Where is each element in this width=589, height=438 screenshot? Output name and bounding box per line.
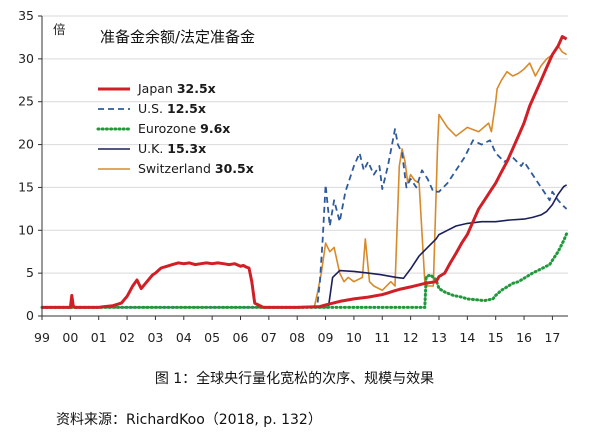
legend-series-value: 9.6x: [200, 121, 230, 136]
x-tick-label: 00: [62, 330, 78, 345]
y-axis-unit: 倍: [53, 22, 66, 37]
series-line-uk: [42, 184, 568, 309]
legend-series-name: U.S.: [138, 101, 167, 116]
x-tick-label: 02: [119, 330, 135, 345]
axes: [41, 16, 568, 317]
x-tick-label: 04: [176, 330, 192, 345]
x-tick-label: 17: [544, 330, 560, 345]
figure-caption: 图 1：全球央行量化宽松的次序、规模与效果: [154, 371, 435, 387]
x-tick-label: 12: [403, 330, 419, 345]
legend-label: U.K. 15.3x: [138, 141, 206, 156]
source-note: 资料来源：RichardKoo（2018, p. 132）: [56, 412, 322, 428]
x-tick-label: 06: [233, 330, 249, 345]
legend-item-uk: U.K. 15.3x: [98, 141, 206, 156]
x-tick-label: 11: [374, 330, 390, 345]
plot-series: [40, 35, 569, 309]
y-tick-label: 0: [26, 308, 34, 323]
chart-title: 准备金余额/法定准备金: [100, 28, 255, 46]
legend-series-value: 15.3x: [167, 141, 206, 156]
legend-label: U.S. 12.5x: [138, 101, 206, 116]
x-tick-label: 13: [431, 330, 447, 345]
legend-item-us: U.S. 12.5x: [98, 101, 206, 116]
x-axis-ticks: 99 00 01 02 03 04 05 06 07 08 09 10 11 12 13 14 15 16 17: [34, 316, 560, 345]
y-tick-label: 30: [18, 51, 34, 66]
series-line-japan: [42, 35, 568, 309]
legend-series-name: Japan: [137, 81, 177, 96]
x-tick-label: 10: [346, 330, 362, 345]
x-tick-label: 05: [204, 330, 220, 345]
legend-series-name: Switzerland: [138, 161, 215, 176]
legend-label: Eurozone 9.6x: [138, 121, 230, 136]
y-tick-label: 15: [18, 179, 34, 194]
y-tick-label: 10: [18, 222, 34, 237]
legend-series-value: 30.5x: [215, 161, 254, 176]
y-tick-label: 5: [26, 265, 34, 280]
legend-series-value: 12.5x: [167, 101, 206, 116]
x-tick-label: 15: [488, 330, 504, 345]
x-tick-label: 14: [459, 330, 475, 345]
legend-item-eurozone: Eurozone 9.6x: [96, 121, 230, 136]
x-tick-label: 07: [261, 330, 277, 345]
y-tick-label: 25: [18, 94, 34, 109]
y-tick-label: 20: [18, 137, 34, 152]
legend-label: Japan 32.5x: [137, 81, 216, 96]
legend-label: Switzerland 30.5x: [138, 161, 254, 176]
x-tick-label: 01: [91, 330, 107, 345]
grid-lines: [42, 15, 568, 274]
legend-item-japan: Japan 32.5x: [98, 81, 216, 96]
legend-series-value: 32.5x: [177, 81, 216, 96]
legend-series-name: U.K.: [138, 141, 167, 156]
series-line-us: [42, 128, 568, 309]
x-tick-label: 16: [516, 330, 532, 345]
x-tick-label: 09: [318, 330, 334, 345]
x-tick-label: 08: [289, 330, 305, 345]
x-tick-label: 99: [34, 330, 50, 345]
series-line-switzerland: [212, 45, 568, 309]
y-tick-label: 35: [18, 8, 34, 23]
legend-item-switzerland: Switzerland 30.5x: [98, 161, 254, 176]
series-line-eurozone: [40, 232, 569, 309]
legend-series-name: Eurozone: [138, 121, 200, 136]
x-tick-label: 03: [147, 330, 163, 345]
y-axis-ticks: 0 5 10 15 20 25 30 35: [18, 8, 42, 323]
legend: Japan 32.5x U.S. 12.5x Eurozone 9.6x U.K. 1…: [96, 81, 254, 176]
